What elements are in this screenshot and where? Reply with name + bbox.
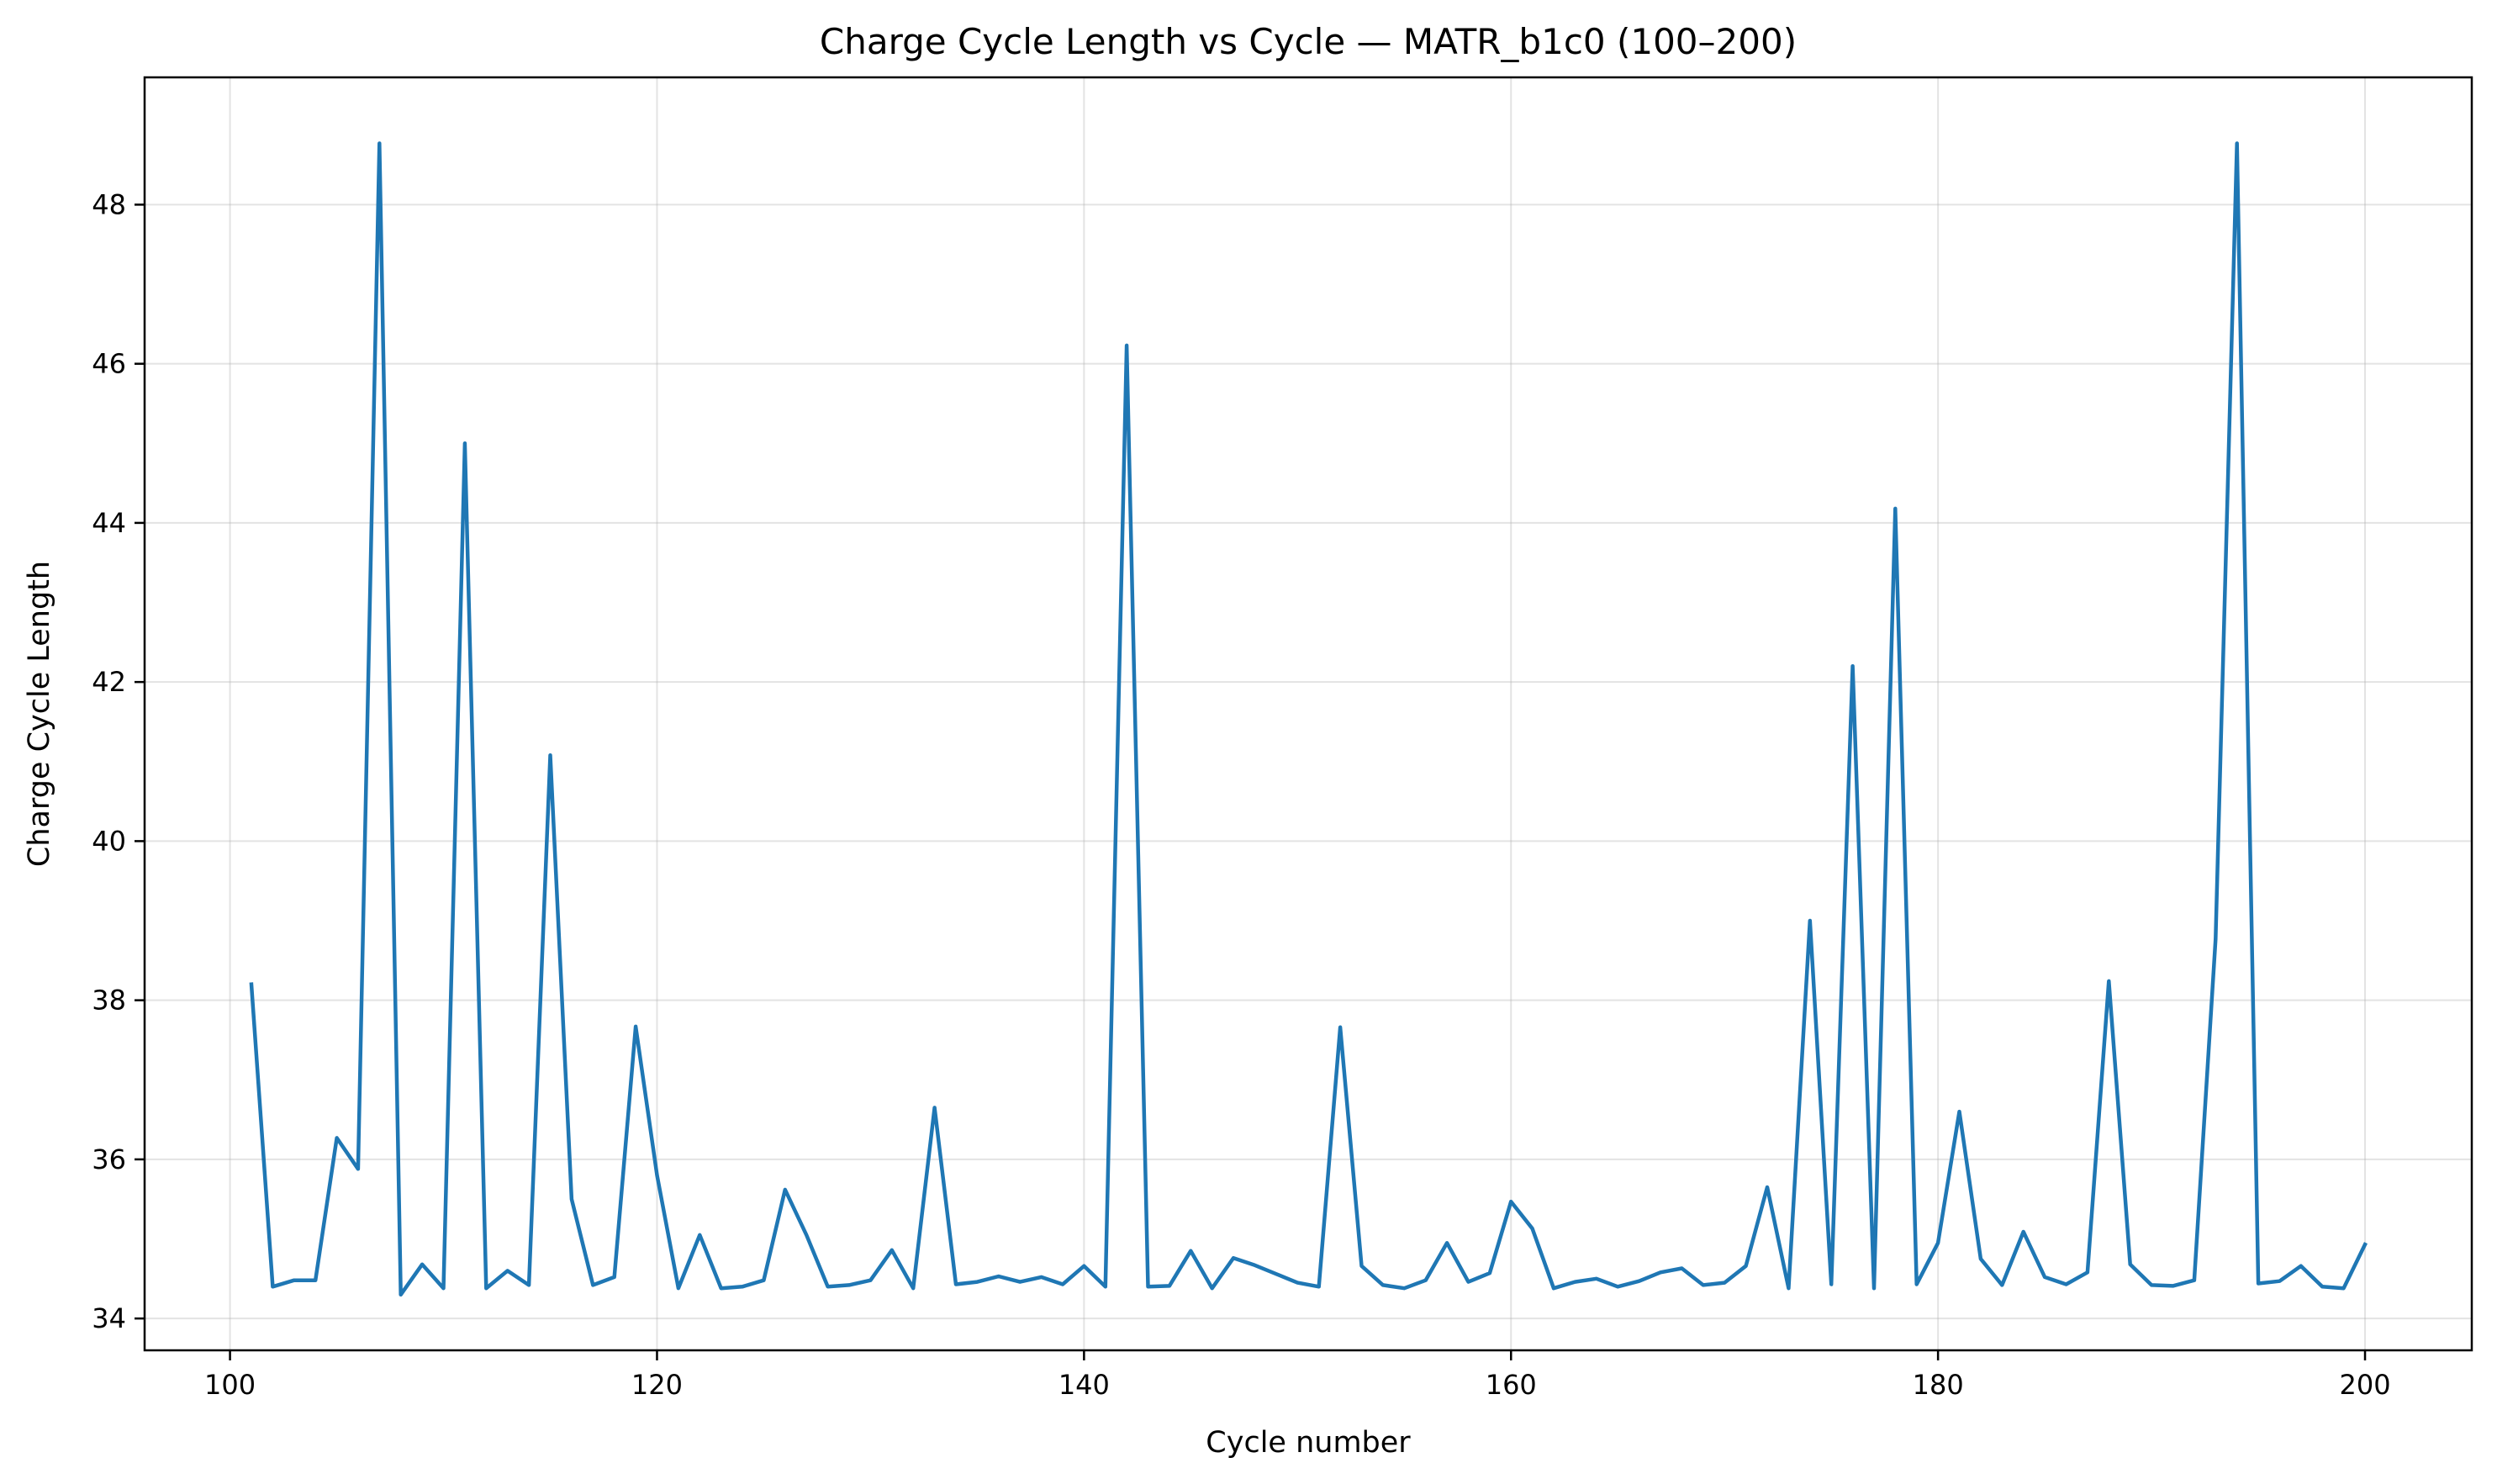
x-axis-label: Cycle number (1206, 1426, 1411, 1460)
y-axis: 34 36 38 40 42 44 46 48 (92, 188, 145, 1334)
x-tick-label: 180 (1913, 1369, 1964, 1401)
y-tick-label: 46 (92, 348, 126, 380)
series-line (249, 141, 2368, 1297)
x-axis: 100 120 140 160 180 200 (204, 1350, 2391, 1401)
plot-frame (143, 76, 2473, 1352)
x-tick-label: 140 (1058, 1369, 1110, 1401)
y-tick-label: 34 (92, 1302, 126, 1334)
y-tick-label: 48 (92, 188, 126, 220)
y-tick-label: 42 (92, 666, 126, 698)
x-tick-label: 200 (2339, 1369, 2390, 1401)
x-tick-label: 100 (204, 1369, 256, 1401)
y-axis-label: Charge Cycle Length (23, 561, 56, 867)
y-tick-label: 40 (92, 825, 126, 857)
series-layer (249, 141, 2368, 1297)
chart-title: Charge Cycle Length vs Cycle — MATR_b1c0… (820, 21, 1797, 62)
x-tick-label: 160 (1486, 1369, 1537, 1401)
x-tick-label: 120 (631, 1369, 683, 1401)
y-tick-label: 36 (92, 1143, 126, 1175)
y-tick-label: 44 (92, 507, 126, 539)
y-tick-label: 38 (92, 985, 126, 1017)
